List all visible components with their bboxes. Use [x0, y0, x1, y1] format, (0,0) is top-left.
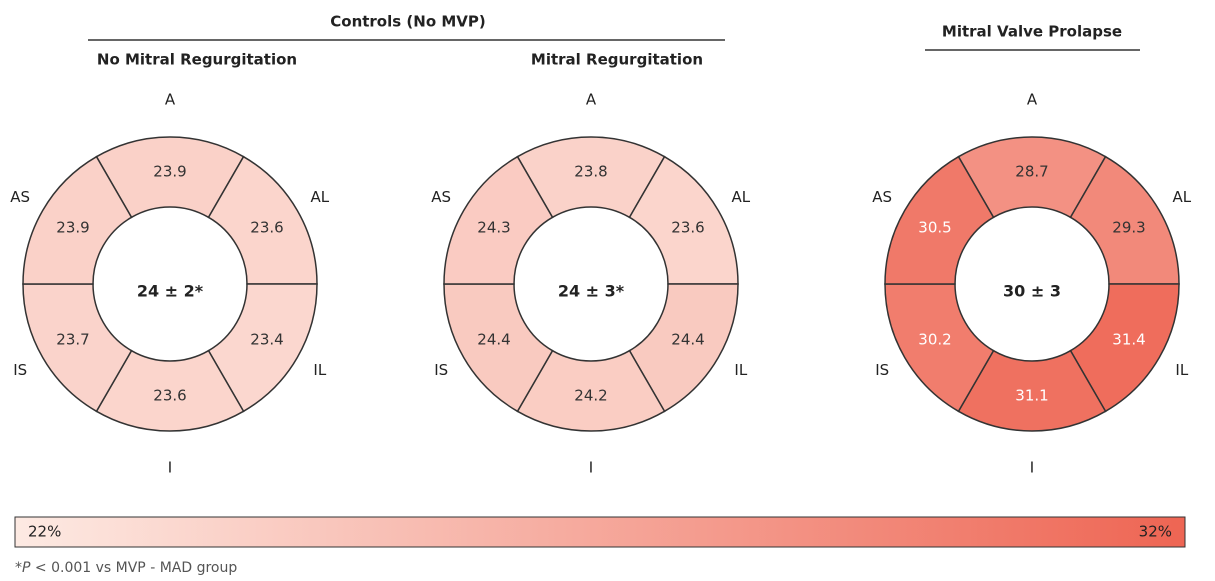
- segment-value: 24.4: [477, 331, 510, 349]
- segment-value: 23.7: [56, 331, 89, 349]
- segment-label: IL: [734, 361, 747, 379]
- segment-label: AL: [1173, 188, 1192, 206]
- footnote-part: < 0.001 vs MVP - MAD group: [30, 560, 237, 576]
- footnote-part: *: [15, 560, 22, 576]
- center-label: 30 ± 3: [1003, 282, 1061, 301]
- segment-label: I: [168, 459, 172, 477]
- center-label: 24 ± 3*: [558, 282, 625, 301]
- segment-value: 31.4: [1112, 331, 1145, 349]
- segment-label: AL: [311, 188, 330, 206]
- segment-label: IS: [875, 361, 889, 379]
- center-label: 24 ± 2*: [137, 282, 204, 301]
- segment-label: IL: [313, 361, 326, 379]
- segment-value: 28.7: [1015, 163, 1048, 181]
- ring-segment: [884, 155, 995, 285]
- segment-label: IS: [434, 361, 448, 379]
- segment-label: AS: [431, 188, 451, 206]
- segment-label: AS: [872, 188, 892, 206]
- colorbar-label: 22%: [28, 523, 61, 541]
- segment-label: AL: [732, 188, 751, 206]
- chart-title: Mitral Regurgitation: [531, 51, 703, 69]
- segment-label: I: [1030, 459, 1034, 477]
- segment-label: AS: [10, 188, 30, 206]
- chart-title: No Mitral Regurgitation: [97, 51, 297, 69]
- segment-label: I: [589, 459, 593, 477]
- segment-value: 24.2: [574, 387, 607, 405]
- segment-label: A: [586, 91, 597, 109]
- footnote-part: P: [22, 560, 31, 576]
- footnote: *P < 0.001 vs MVP - MAD group: [15, 560, 237, 576]
- colorbar-label: 32%: [1139, 523, 1172, 541]
- segment-label: IL: [1175, 361, 1188, 379]
- segment-value: 23.6: [671, 219, 704, 237]
- segment-value: 29.3: [1112, 219, 1145, 237]
- group-header: Controls (No MVP): [330, 13, 485, 31]
- segment-label: A: [165, 91, 176, 109]
- segment-value: 23.4: [250, 331, 283, 349]
- segment-value: 31.1: [1015, 387, 1048, 405]
- segment-label: IS: [13, 361, 27, 379]
- ring-segment: [22, 155, 133, 285]
- segment-value: 23.8: [574, 163, 607, 181]
- segment-value: 30.2: [918, 331, 951, 349]
- segment-value: 23.6: [153, 387, 186, 405]
- segment-value: 23.9: [56, 219, 89, 237]
- segment-value: 24.4: [671, 331, 704, 349]
- segment-value: 23.9: [153, 163, 186, 181]
- colorbar: [14, 516, 1186, 548]
- group-header: Mitral Valve Prolapse: [942, 23, 1122, 41]
- segment-value: 30.5: [918, 219, 951, 237]
- ring-segment: [443, 155, 554, 285]
- segment-value: 23.6: [250, 219, 283, 237]
- segment-label: A: [1027, 91, 1038, 109]
- segment-value: 24.3: [477, 219, 510, 237]
